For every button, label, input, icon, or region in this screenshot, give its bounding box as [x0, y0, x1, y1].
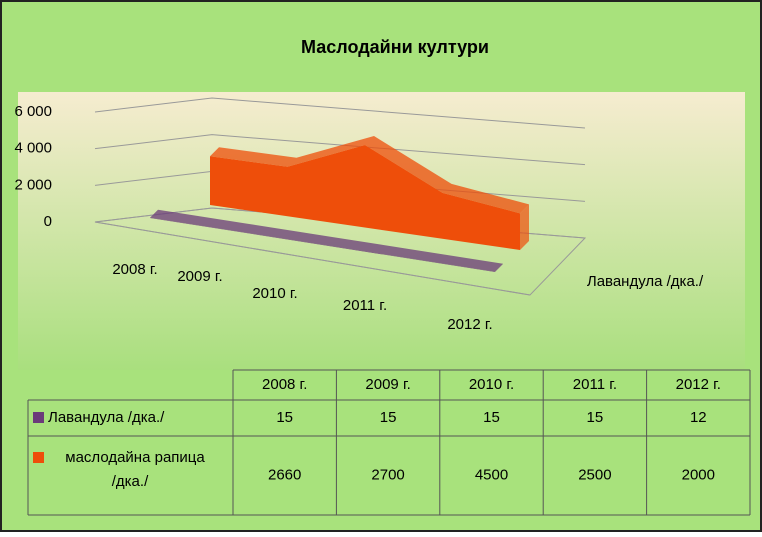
x-tick-label: 2009 г. — [177, 268, 222, 285]
legend-key — [33, 452, 44, 463]
table-value: 2000 — [682, 466, 715, 483]
y-tick-label: 0 — [44, 213, 52, 230]
table-header: 2012 г. — [676, 376, 721, 393]
area-top-face — [150, 209, 503, 272]
floor-edge — [94, 221, 531, 296]
table-value: 15 — [276, 409, 293, 426]
y-tick-label: 2 000 — [14, 176, 52, 193]
area — [150, 217, 495, 272]
chart-title: Маслодайни култури — [301, 37, 489, 57]
area-top-face — [210, 136, 529, 214]
table-value: 2500 — [578, 466, 611, 483]
x-tick-label: 2010 г. — [252, 285, 297, 302]
table-header: 2009 г. — [365, 376, 410, 393]
table-value: 15 — [380, 409, 397, 426]
legend-label: Лавандула /дка./ — [48, 409, 165, 426]
depth-axis-label: Лавандула /дка./ — [587, 273, 704, 290]
y-tick-label: 4 000 — [14, 140, 52, 157]
table-value: 4500 — [475, 466, 508, 483]
area — [210, 145, 520, 250]
area-side-face — [495, 263, 503, 272]
y-tick-label: 6 000 — [14, 103, 52, 120]
grid-line — [94, 97, 586, 129]
legend-label: маслодайна рапица/дка./ — [65, 449, 205, 490]
table-header: 2008 г. — [262, 376, 307, 393]
table-value: 15 — [483, 409, 500, 426]
plot-background — [18, 92, 745, 370]
grid-line — [94, 134, 586, 166]
table-value: 2700 — [371, 466, 404, 483]
x-tick-label: 2012 г. — [447, 316, 492, 333]
table-value: 12 — [690, 409, 707, 426]
legend-key — [33, 412, 44, 423]
x-tick-label: 2008 г. — [112, 261, 157, 278]
area-side-face — [520, 204, 529, 250]
table-header: 2010 г. — [469, 376, 514, 393]
table-value: 2660 — [268, 466, 301, 483]
x-tick-label: 2011 г. — [343, 297, 387, 314]
table-value: 15 — [587, 409, 604, 426]
table-header: 2011 г. — [573, 376, 617, 393]
